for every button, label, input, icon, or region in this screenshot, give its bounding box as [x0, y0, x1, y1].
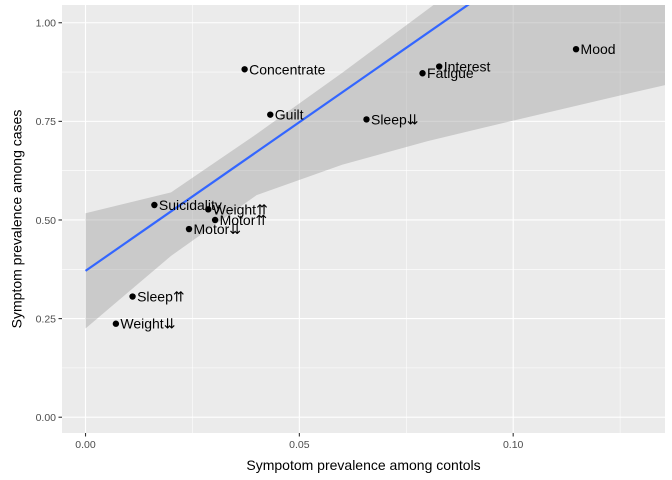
point-label: Motor⇈ — [220, 212, 268, 228]
point-label: Motor⇊ — [194, 221, 242, 237]
point-label: Guilt — [275, 107, 304, 123]
y-tick-label: 0.50 — [36, 215, 57, 227]
data-points — [112, 45, 580, 327]
point-label: Suicidality — [159, 197, 222, 213]
x-tick-label: 0.05 — [289, 439, 310, 451]
data-point — [363, 116, 370, 123]
data-point — [151, 201, 158, 209]
point-label: Weight⇈ — [213, 201, 268, 217]
x-tick-label: 0.10 — [503, 439, 524, 451]
point-label: Sleep⇊ — [371, 111, 419, 127]
data-point — [211, 216, 219, 224]
y-tick-label: 1.00 — [36, 18, 57, 30]
data-point — [572, 45, 580, 53]
y-tick-label: 0.75 — [36, 116, 57, 128]
x-axis-title: Sympotom prevalence among contols — [246, 457, 480, 473]
x-axis-ticks: 0.00 0.05 0.10 — [75, 433, 524, 451]
y-tick-label: 0.00 — [36, 412, 57, 424]
point-label: Mood — [581, 41, 616, 57]
data-point — [205, 206, 212, 213]
y-tick-label: 0.25 — [36, 313, 57, 325]
y-axis-ticks: 0.00 0.25 0.50 0.75 1.00 — [36, 18, 62, 424]
data-point — [129, 293, 136, 300]
data-point — [241, 66, 248, 73]
x-tick-label: 0.00 — [75, 439, 96, 451]
point-label: Interest — [444, 59, 491, 75]
data-point — [185, 225, 193, 233]
data-point — [435, 63, 443, 70]
regression-line — [84, 5, 470, 272]
data-point — [419, 70, 426, 77]
confidence-band — [85, 5, 665, 329]
point-label: Concentrate — [249, 61, 325, 77]
point-label: Fatigue — [427, 65, 474, 81]
y-axis-title: Symptom prevalence among cases — [9, 110, 25, 329]
data-point — [112, 320, 120, 327]
point-label: Sleep⇈ — [137, 289, 185, 305]
major-gridlines — [62, 5, 665, 433]
data-point — [267, 111, 274, 118]
minor-gridlines — [62, 5, 665, 433]
point-label: Weight⇊ — [120, 316, 175, 332]
